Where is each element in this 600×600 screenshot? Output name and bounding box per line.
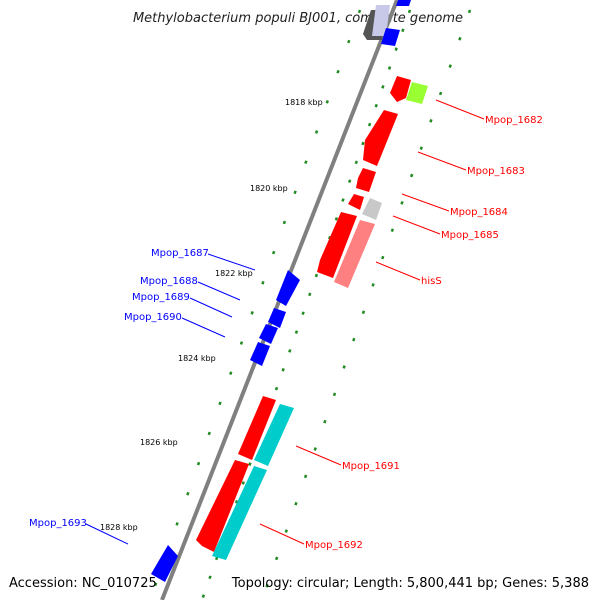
gene-label: hisS	[421, 276, 442, 287]
gene-mpop-1691-rna[interactable]	[254, 404, 294, 466]
map-title: Methylobacterium populi BJ001, complete …	[133, 11, 463, 26]
gene-mpop-1682[interactable]	[390, 76, 411, 102]
tick-label: 1818 kbp	[285, 98, 323, 107]
feature-top-light	[372, 5, 390, 36]
gene-mpop-1692[interactable]	[196, 460, 249, 552]
gene-label: Mpop_1684	[450, 207, 508, 218]
gene-label: Mpop_1692	[305, 540, 363, 551]
gene-mpop-1689[interactable]	[259, 324, 278, 344]
gene-label: Mpop_1683	[467, 166, 525, 177]
feature-top-blue	[381, 28, 400, 46]
tick-label: 1820 kbp	[250, 184, 288, 193]
position-ticks: 1818 kbp 1820 kbp 1822 kbp 1824 kbp 1826…	[100, 98, 323, 532]
genome-summary-text: Topology: circular; Length: 5,800,441 bp…	[231, 576, 589, 591]
tick-label: 1826 kbp	[140, 438, 178, 447]
gene-mpop-1687[interactable]	[276, 270, 300, 306]
forward-label-leaders	[259, 99, 485, 545]
gene-label: Mpop_1688	[140, 276, 198, 287]
feature-top-blue-2	[396, 0, 411, 6]
gene-hisS-partner[interactable]	[317, 212, 357, 278]
reverse-label-leaders	[85, 253, 256, 545]
gene-mpop-1683[interactable]	[363, 110, 398, 166]
gene-mpop-1685[interactable]	[362, 198, 382, 220]
forward-strand-features	[196, 76, 428, 560]
gene-mpop-1692-rna[interactable]	[212, 466, 267, 560]
gene-label: Mpop_1687	[151, 248, 209, 259]
tick-label: 1824 kbp	[178, 354, 216, 363]
forward-labels: Mpop_1682 Mpop_1683 Mpop_1684 Mpop_1685 …	[305, 115, 543, 551]
gene-hisS[interactable]	[334, 220, 375, 288]
gene-mpop-1690[interactable]	[250, 342, 270, 366]
gene-lime[interactable]	[406, 82, 428, 104]
gene-label: Mpop_1691	[342, 461, 400, 472]
gene-label: Mpop_1689	[132, 292, 190, 303]
top-features	[363, 0, 411, 46]
gene-label: Mpop_1693	[29, 518, 87, 529]
accession-text: Accession: NC_010725	[9, 576, 157, 591]
gene-mpop-1684b[interactable]	[348, 194, 364, 210]
gene-label: Mpop_1690	[124, 312, 182, 323]
tick-label: 1822 kbp	[215, 269, 253, 278]
gc-track-inner	[200, 9, 412, 600]
gene-mpop-1684a[interactable]	[356, 168, 376, 192]
gene-mpop-1688[interactable]	[268, 308, 286, 328]
gene-mpop-1691-fwd[interactable]	[238, 396, 276, 460]
reverse-strand-features	[151, 270, 300, 582]
gene-mpop-1693[interactable]	[151, 545, 178, 582]
gc-track-outer	[148, 9, 362, 600]
gene-label: Mpop_1682	[485, 115, 543, 126]
tick-label: 1828 kbp	[100, 523, 138, 532]
gene-label: Mpop_1685	[441, 230, 499, 241]
reverse-labels: Mpop_1687 Mpop_1688 Mpop_1689 Mpop_1690 …	[29, 248, 209, 529]
